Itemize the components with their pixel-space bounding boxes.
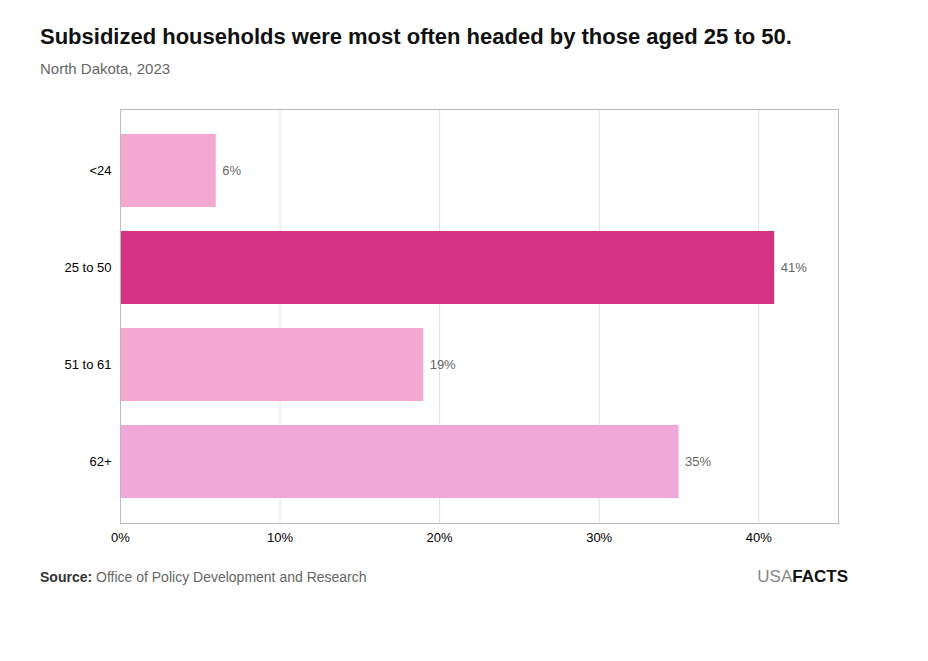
svg-text:10%: 10% [267, 530, 293, 545]
svg-text:40%: 40% [746, 530, 772, 545]
svg-text:19%: 19% [430, 357, 456, 372]
html-text:USA FACTS: USA FACTS [757, 567, 848, 586]
svg-text:<24: <24 [89, 163, 111, 178]
svg-text:25 to 50: 25 to 50 [65, 260, 112, 275]
svg-text:6%: 6% [222, 163, 241, 178]
svg-text:30%: 30% [586, 530, 612, 545]
svg-text:0%: 0% [111, 530, 130, 545]
svg-text:35%: 35% [685, 454, 711, 469]
svg-text:51 to 61: 51 to 61 [65, 357, 112, 372]
svg-text:62+: 62+ [89, 454, 111, 469]
html-text:Source: Office of Policy Devel: Source: Office of Policy Development and… [40, 569, 367, 585]
html-text:Subsidized households were mos: Subsidized households were most often he… [40, 24, 792, 49]
svg-text:20%: 20% [427, 530, 453, 545]
svg-text:41%: 41% [781, 260, 807, 275]
html-text:North Dakota, 2023: North Dakota, 2023 [40, 60, 171, 77]
